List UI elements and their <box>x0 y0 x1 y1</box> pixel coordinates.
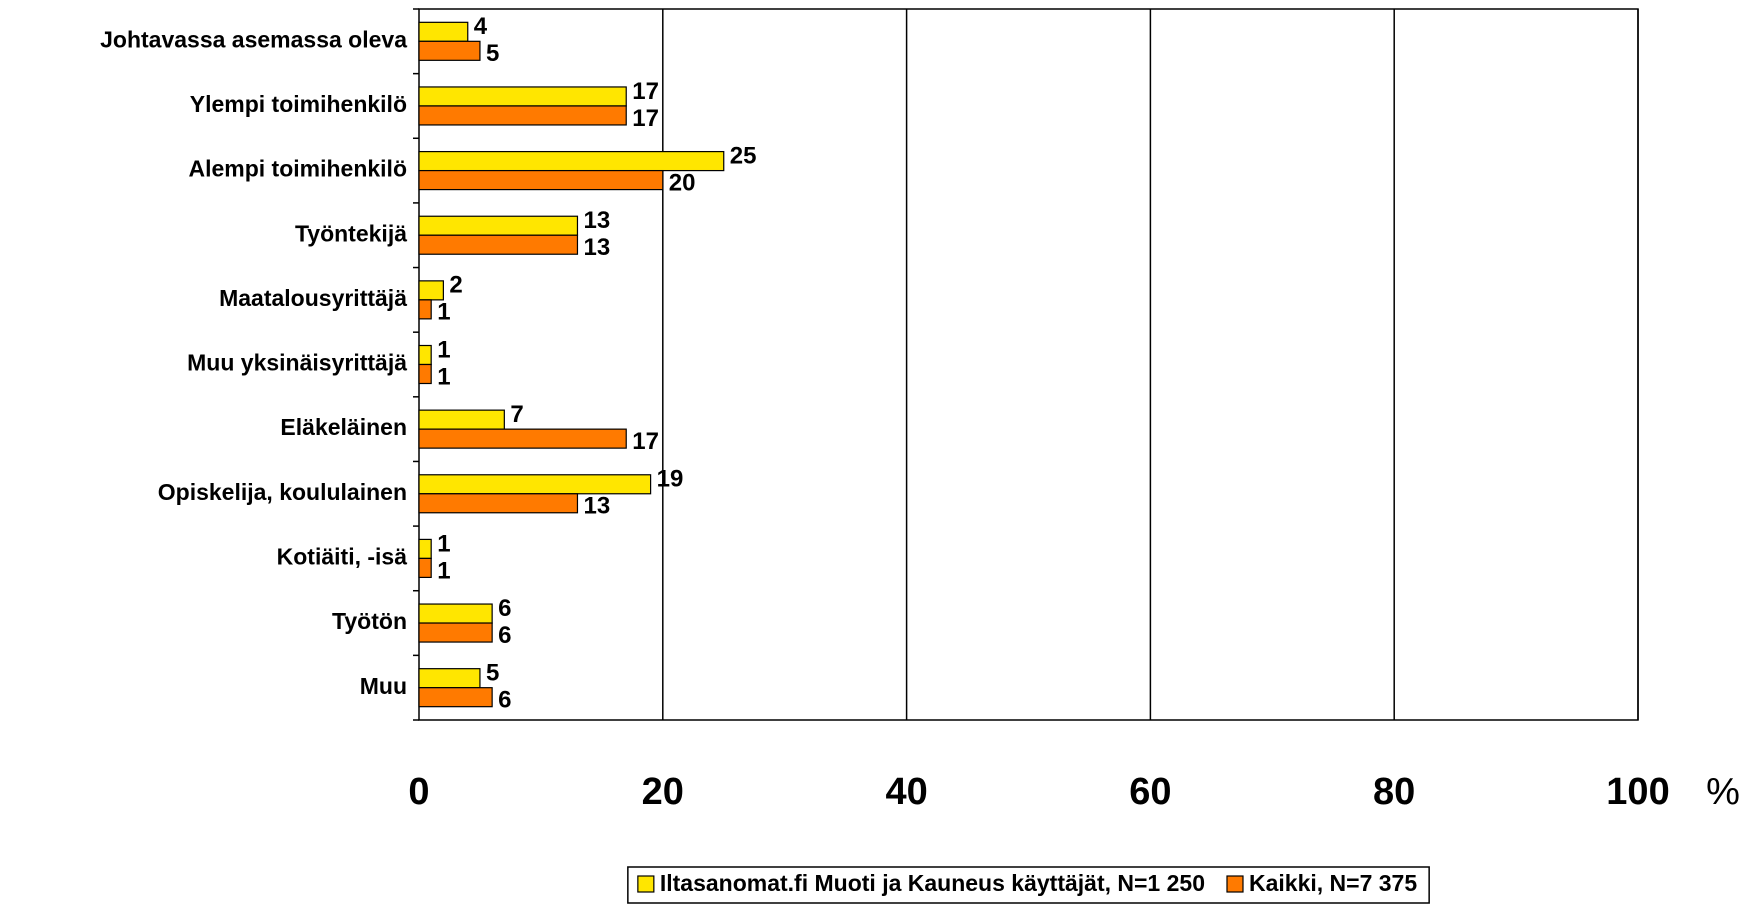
x-axis-label: % <box>1706 771 1740 813</box>
y-tick-label: Ylempi toimihenkilö <box>190 91 407 117</box>
y-tick-label: Opiskelija, koululainen <box>158 479 407 505</box>
x-tick-label: 40 <box>885 771 927 813</box>
data-label: 19 <box>657 466 684 493</box>
bar <box>418 86 627 107</box>
legend-label: Iltasanomat.fi Muoti ja Kauneus käyttäjä… <box>660 870 1205 896</box>
bar <box>418 428 627 449</box>
y-tick-label: Maatalousyrittäjä <box>219 285 407 311</box>
bar <box>418 409 505 430</box>
legend-label: Kaikki, N=7 375 <box>1249 870 1417 896</box>
y-tick-label: Kotiäiti, -isä <box>277 543 408 569</box>
y-tick-label: Muu <box>360 673 407 699</box>
data-label: 5 <box>486 660 499 687</box>
bar <box>418 493 579 514</box>
x-tick-label: 80 <box>1373 771 1415 813</box>
legend: Iltasanomat.fi Muoti ja Kauneus käyttäjä… <box>627 866 1430 904</box>
bar <box>418 687 493 708</box>
data-label: 6 <box>498 595 511 622</box>
data-label: 7 <box>510 401 523 428</box>
data-label: 1 <box>437 299 450 326</box>
bar <box>418 474 652 495</box>
data-label: 13 <box>583 493 610 520</box>
y-tick-label: Alempi toimihenkilö <box>188 156 407 182</box>
data-label: 1 <box>437 363 450 390</box>
data-label: 2 <box>449 272 462 299</box>
bar <box>418 622 493 643</box>
bar <box>418 557 432 579</box>
bar <box>418 21 469 42</box>
bar <box>418 280 444 301</box>
data-label: 17 <box>632 428 659 455</box>
data-label: 13 <box>583 234 610 261</box>
y-tick-label: Eläkeläinen <box>280 414 407 440</box>
bar <box>418 668 481 689</box>
legend-swatch <box>1226 875 1244 893</box>
x-tick-label: 60 <box>1129 771 1171 813</box>
data-label: 13 <box>583 207 610 234</box>
y-tick-label: Työtön <box>332 608 407 634</box>
data-label: 6 <box>498 622 511 649</box>
bar <box>418 363 432 385</box>
bar <box>418 603 493 624</box>
data-label: 5 <box>486 40 499 67</box>
data-label: 4 <box>474 13 488 40</box>
y-tick-label: Muu yksinäisyrittäjä <box>187 350 407 376</box>
data-label: 17 <box>632 78 659 105</box>
x-tick-label: 100 <box>1606 771 1669 813</box>
bar <box>418 150 725 172</box>
bar <box>418 538 432 560</box>
x-tick-label: 0 <box>408 771 429 813</box>
legend-frame <box>627 866 1430 904</box>
data-label: 20 <box>669 169 696 196</box>
bar <box>418 344 432 366</box>
data-label: 6 <box>498 687 511 714</box>
y-tick-label: Johtavassa asemassa oleva <box>100 26 407 52</box>
data-label: 25 <box>730 142 757 169</box>
bar <box>418 215 579 236</box>
bar <box>418 40 481 61</box>
data-label: 1 <box>437 557 450 584</box>
bar <box>418 105 627 126</box>
data-label: 1 <box>437 336 450 363</box>
x-tick-label: 20 <box>642 771 684 813</box>
data-label: 17 <box>632 105 659 132</box>
bar <box>418 299 432 320</box>
legend-swatch <box>637 875 655 893</box>
bar <box>418 169 664 191</box>
data-label: 1 <box>437 530 450 557</box>
y-tick-label: Työntekijä <box>295 220 407 246</box>
bar <box>418 234 579 255</box>
